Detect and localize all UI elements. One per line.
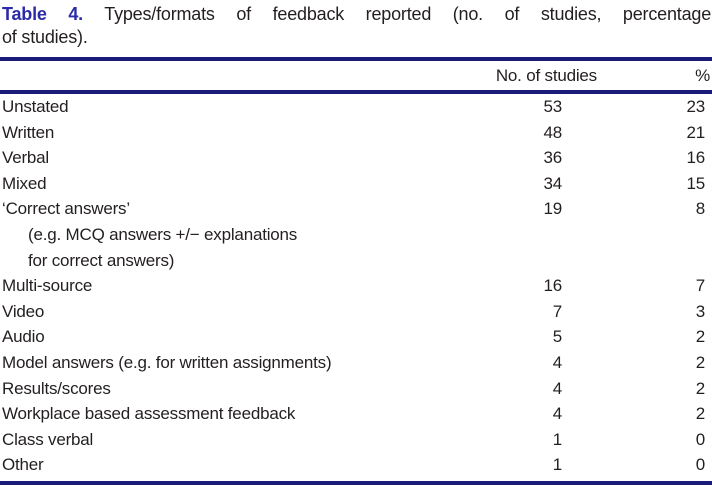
row-no-of-studies: 5 [552, 327, 562, 347]
row-no-of-studies: 4 [552, 404, 562, 424]
row-no-of-studies: 16 [543, 276, 562, 296]
caption-text-line1: Types/formats of feedback reported (no. … [104, 4, 712, 24]
table-row: Class verbal 1 0 [0, 427, 712, 453]
table-row: Video 7 3 [0, 299, 712, 325]
table-row: Results/scores 4 2 [0, 376, 712, 402]
row-percent: 2 [695, 352, 705, 372]
row-no-of-studies: 4 [552, 352, 562, 372]
table-row: Mixed 34 15 [0, 171, 712, 197]
row-no-of-studies: 19 [543, 199, 562, 219]
row-no-of-studies [457, 222, 597, 248]
table-row: Multi-source 16 7 [0, 273, 712, 299]
row-no-of-studies: 53 [543, 97, 562, 116]
row-no-of-studies: 1 [552, 429, 562, 449]
row-percent: 23 [686, 97, 705, 116]
row-no-of-studies: 1 [552, 455, 562, 475]
row-percent: 2 [695, 378, 705, 398]
row-percent: 7 [695, 276, 705, 296]
row-label: ‘Correct answers’ [2, 199, 130, 219]
table-row: Other 1 0 [0, 452, 712, 478]
table-row: ‘Correct answers’ 19 8 [0, 196, 712, 222]
table-row: Workplace based assessment feedback 4 2 [0, 401, 712, 427]
row-label: Multi-source [2, 276, 93, 296]
table-header-row: No. of studies % [0, 61, 712, 90]
row-label: Model answers (e.g. for written assignme… [2, 352, 332, 372]
row-no-of-studies: 48 [543, 122, 562, 142]
row-label: Unstated [2, 97, 69, 116]
table-row: Unstated 53 23 [0, 94, 712, 120]
row-label: Results/scores [2, 378, 111, 398]
row-no-of-studies [457, 248, 597, 274]
table-row: Written 48 21 [0, 120, 712, 146]
row-label: Mixed [2, 173, 47, 193]
row-label: (e.g. MCQ answers +/− explanations [28, 224, 298, 244]
row-no-of-studies: 34 [543, 173, 562, 193]
row-percent [597, 222, 712, 248]
table-number-label: Table 4. [2, 4, 83, 24]
caption-text-line2: of studies). [2, 27, 88, 47]
col-header-percent: % [695, 65, 710, 85]
row-percent: 2 [695, 327, 705, 347]
row-no-of-studies: 7 [552, 301, 562, 321]
row-percent: 21 [686, 122, 705, 142]
table-row: (e.g. MCQ answers +/− explanations [0, 222, 712, 248]
table-row: Verbal 36 16 [0, 145, 712, 171]
bottom-rule [0, 480, 712, 485]
row-percent [597, 248, 712, 274]
row-no-of-studies: 4 [552, 378, 562, 398]
row-label: Other [2, 455, 44, 475]
header-rule [0, 90, 712, 94]
row-percent: 0 [695, 429, 705, 449]
row-label: Video [2, 301, 45, 321]
table-row: Audio 5 2 [0, 324, 712, 350]
table-row: Model answers (e.g. for written assignme… [0, 350, 712, 376]
row-label: Written [2, 122, 55, 142]
row-percent: 15 [686, 173, 705, 193]
top-rule [0, 57, 712, 61]
row-label: Audio [2, 327, 45, 347]
col-header-no-of-studies: No. of studies [495, 65, 597, 85]
row-percent: 16 [686, 148, 705, 168]
row-label: Class verbal [2, 429, 94, 449]
row-label: Verbal [2, 148, 50, 168]
row-percent: 3 [695, 301, 705, 321]
row-label: Workplace based assessment feedback [2, 404, 296, 424]
row-no-of-studies: 36 [543, 148, 562, 168]
caption-line-1: Table 4. Types/formats of feedback repor… [2, 3, 711, 26]
row-percent: 2 [695, 404, 705, 424]
table-caption: Table 4. Types/formats of feedback repor… [0, 0, 712, 49]
row-label: for correct answers) [28, 250, 175, 270]
table-row: for correct answers) [0, 248, 712, 274]
row-percent: 0 [695, 455, 705, 475]
row-percent: 8 [695, 199, 705, 219]
table-body: Unstated 53 23 Written 48 21 Verbal 36 16 Mixed 34… [0, 94, 712, 478]
